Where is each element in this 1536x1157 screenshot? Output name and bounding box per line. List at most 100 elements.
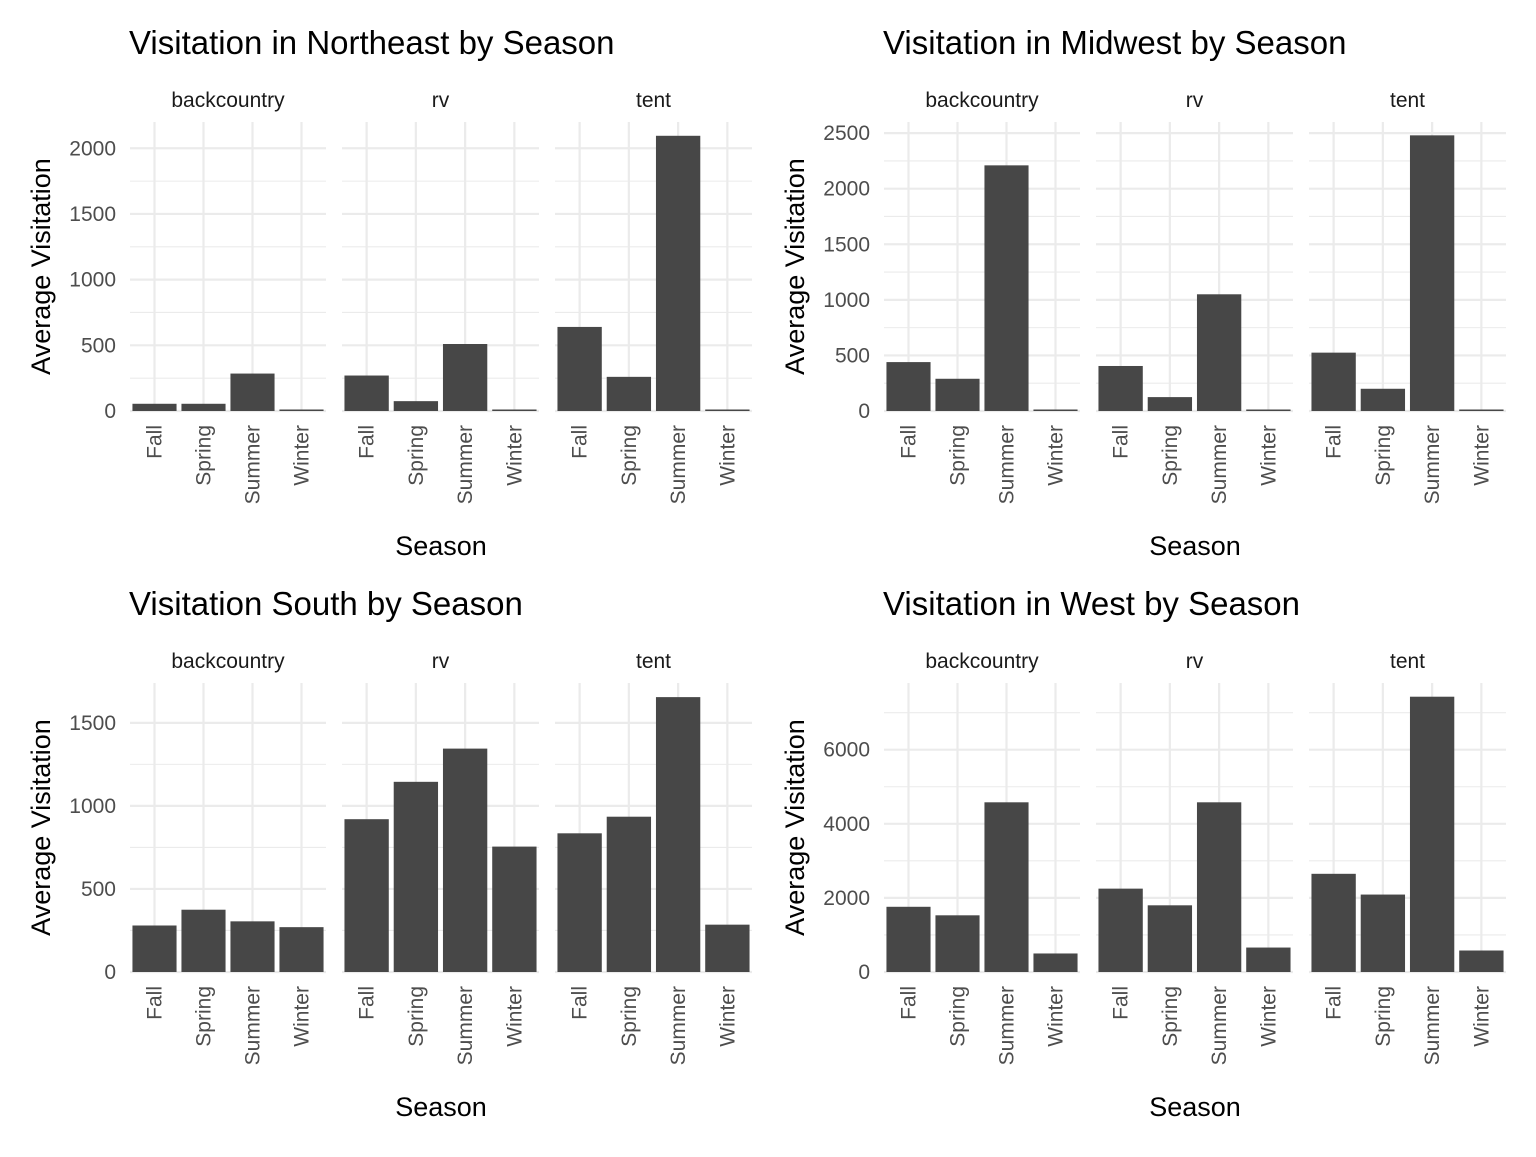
y-axis-ticks: 0 500 1000 1500 — [69, 712, 116, 984]
facet-panel-tent: tent Fall Spring Summer Winter — [555, 650, 752, 1065]
bar-tent-winter — [705, 409, 750, 411]
x-tick-label: Summer — [1208, 425, 1231, 504]
x-tick-label: Fall — [898, 425, 921, 459]
x-tick-label: Winter — [1257, 986, 1280, 1047]
y-tick-label: 2000 — [823, 887, 870, 910]
y-tick-label: 500 — [81, 334, 116, 357]
bar-rv-spring — [1147, 397, 1193, 411]
bar-rv-spring — [1147, 905, 1193, 972]
bar-tent-fall — [1311, 873, 1356, 972]
y-tick-label: 4000 — [823, 813, 870, 836]
x-tick-label: Spring — [1372, 425, 1395, 486]
bar-tent-summer — [1409, 696, 1455, 972]
bar-rv-winter — [492, 846, 537, 972]
x-tick-label: Winter — [1045, 986, 1068, 1047]
facet-strip-label: backcountry — [171, 89, 285, 112]
x-tick-label: Summer — [667, 986, 690, 1065]
x-tick-label: Fall — [356, 986, 379, 1020]
facet-panel-backcountry: backcountry Fall Spring Summer Winter — [884, 650, 1080, 1065]
x-tick-label: Spring — [618, 986, 641, 1047]
chart-4: Visitation in West by Season Average Visi… — [780, 585, 1506, 1122]
bar-tent-spring — [606, 816, 652, 972]
x-tick-label: Fall — [569, 986, 592, 1020]
chart-title: Visitation in West by Season — [883, 585, 1300, 622]
facet-strip-label: tent — [636, 89, 671, 112]
bar-backcountry-summer — [230, 921, 275, 972]
bar-rv-winter — [1246, 409, 1291, 411]
x-tick-label: Fall — [356, 425, 379, 459]
bar-backcountry-fall — [132, 925, 177, 972]
bar-rv-fall — [344, 819, 389, 972]
x-tick-label: Spring — [193, 986, 216, 1047]
x-tick-label: Spring — [947, 425, 970, 486]
facet-panel-rv: rv Fall Spring Summer Winter — [1096, 650, 1293, 1065]
bar-rv-winter — [1246, 947, 1291, 972]
chart-title: Visitation in Midwest by Season — [883, 24, 1346, 61]
bar-rv-fall — [344, 375, 389, 411]
x-tick-label: Summer — [454, 986, 477, 1065]
y-tick-label: 0 — [858, 400, 870, 423]
x-tick-label: Winter — [1257, 425, 1280, 486]
bar-tent-spring — [606, 376, 652, 411]
x-tick-label: Summer — [1421, 425, 1444, 504]
chart-1: Visitation in Northeast by Season Average… — [26, 24, 752, 561]
bar-tent-spring — [1360, 388, 1406, 411]
x-tick-label: Winter — [291, 986, 314, 1047]
facet-panel-rv: rv Fall Spring Summer Winter — [1096, 89, 1293, 504]
x-tick-label: Summer — [996, 425, 1019, 504]
facet-strip-label: rv — [1186, 650, 1204, 673]
bar-rv-summer — [442, 344, 488, 411]
facet-strip-label: rv — [432, 89, 450, 112]
y-tick-label: 1500 — [823, 233, 870, 256]
x-tick-label: Spring — [618, 425, 641, 486]
y-axis-ticks: 0 500 1000 1500 2000 2500 — [823, 122, 870, 423]
y-axis-title: Average Visitation — [26, 719, 56, 936]
bar-rv-winter — [492, 409, 537, 411]
bar-backcountry-summer — [984, 165, 1029, 411]
y-tick-label: 500 — [81, 878, 116, 901]
bar-backcountry-spring — [935, 378, 980, 411]
x-tick-label: Winter — [503, 425, 526, 486]
facet-panel-backcountry: backcountry Fall Spring Summer Winter — [130, 89, 326, 504]
y-axis-ticks: 0 2000 4000 6000 — [823, 739, 870, 984]
y-tick-label: 2000 — [69, 137, 116, 160]
x-axis-title: Season — [1149, 1092, 1241, 1122]
x-tick-label: Summer — [454, 425, 477, 504]
bar-backcountry-fall — [132, 403, 177, 411]
bar-tent-fall — [1311, 352, 1356, 411]
x-tick-label: Winter — [716, 425, 739, 486]
y-tick-label: 2500 — [823, 122, 870, 145]
facet-strip-label: rv — [432, 650, 450, 673]
bar-tent-winter — [1459, 950, 1504, 972]
x-tick-label: Fall — [1110, 425, 1133, 459]
x-tick-label: Summer — [996, 986, 1019, 1065]
facet-panel-backcountry: backcountry Fall Spring Summer Winter — [130, 650, 326, 1065]
facet-panel-tent: tent Fall Spring Summer Winter — [1309, 89, 1506, 504]
x-axis-title: Season — [1149, 531, 1241, 561]
x-tick-label: Spring — [1372, 986, 1395, 1047]
y-tick-label: 2000 — [823, 178, 870, 201]
x-tick-label: Spring — [405, 986, 428, 1047]
bar-backcountry-winter — [1033, 953, 1078, 972]
y-tick-label: 1500 — [69, 712, 116, 735]
bar-rv-summer — [1196, 802, 1242, 972]
x-tick-label: Spring — [1159, 986, 1182, 1047]
y-tick-label: 1000 — [69, 795, 116, 818]
facet-strip-label: backcountry — [925, 89, 1039, 112]
bar-rv-summer — [1196, 294, 1242, 411]
x-tick-label: Fall — [1110, 986, 1133, 1020]
facet-strip-label: backcountry — [171, 650, 285, 673]
x-tick-label: Spring — [947, 986, 970, 1047]
bar-tent-summer — [1409, 135, 1455, 412]
y-tick-label: 6000 — [823, 739, 870, 762]
y-axis-title: Average Visitation — [26, 158, 56, 375]
x-tick-label: Winter — [291, 425, 314, 486]
x-tick-label: Winter — [1470, 986, 1493, 1047]
bar-backcountry-spring — [181, 403, 226, 411]
facet-panel-rv: rv Fall Spring Summer Winter — [342, 650, 539, 1065]
x-tick-label: Summer — [242, 986, 265, 1065]
x-tick-label: Winter — [1045, 425, 1068, 486]
bar-backcountry-fall — [886, 906, 931, 972]
x-tick-label: Winter — [503, 986, 526, 1047]
